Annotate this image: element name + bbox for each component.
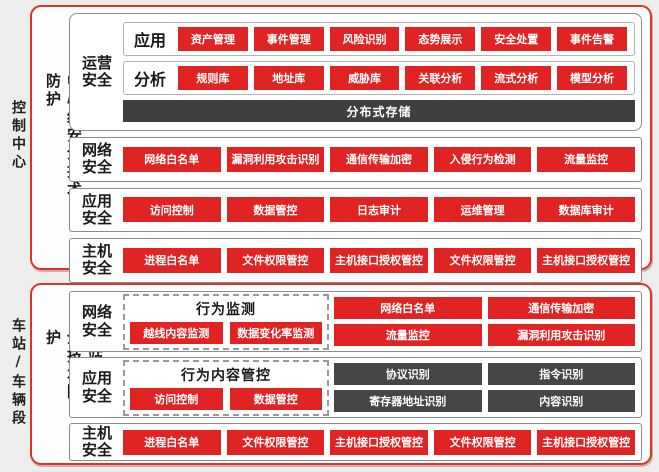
behavior-content-control-box: 行为内容管控 访问控制 数据管控 — [123, 359, 329, 416]
asset-management-block: 资产管理 — [178, 27, 248, 51]
control-center-side-label: 控制中心 — [10, 100, 26, 172]
station-network-security-group: 网络安全 行为监测 越线内容监测 数据变化率监测 网络白名单 通信传输加密 流量… — [69, 291, 642, 352]
file-permission-control-block-2: 文件权限管控 — [433, 247, 532, 273]
distributed-storage-bar: 分布式存储 — [123, 100, 635, 122]
control-center-panel: 中心级安全技术防护 运营安全 应用 资产管理 事件管理 风险识别 态势展示 安全… — [30, 5, 652, 283]
operation-rows: 应用 资产管理 事件管理 风险识别 态势展示 安全处置 事件告警 分析 规则库 … — [123, 18, 635, 126]
behavior-monitoring-title: 行为监测 — [196, 301, 256, 318]
station-application-security-group: 应用安全 行为内容管控 访问控制 数据管控 协议识别 指令识别 寄存器地址识别 … — [69, 357, 642, 418]
streaming-analysis-block: 流式分析 — [481, 66, 552, 90]
content-identification-block: 内容识别 — [487, 390, 635, 412]
correlation-analysis-block: 关联分析 — [405, 66, 476, 90]
application-security-group: 应用安全 访问控制 数据管控 日志审计 运维管理 数据库审计 — [69, 187, 642, 232]
behavior-monitoring-box: 行为监测 越线内容监测 数据变化率监测 — [123, 293, 329, 350]
station-file-permission-control-block-2: 文件权限管控 — [433, 429, 532, 455]
access-control-block: 访问控制 — [123, 197, 221, 223]
host-security-label: 主机安全 — [81, 242, 112, 278]
protocol-identification-block: 协议识别 — [334, 363, 482, 385]
analysis-row-buttons: 规则库 地址库 威胁库 关联分析 流式分析 模型分析 — [178, 66, 627, 90]
station-application-security-label: 应用安全 — [81, 369, 112, 405]
vulnerability-exploit-attack-identification-block: 漏洞利用攻击识别 — [226, 146, 325, 172]
station-network-buttons: 网络白名单 通信传输加密 流量监控 漏洞利用攻击识别 — [334, 297, 635, 346]
model-analysis-block: 模型分析 — [557, 66, 627, 90]
host-security-group: 主机安全 进程白名单 文件权限管控 主机接口授权管控 文件权限管控 主机接口授权… — [69, 238, 642, 283]
station-network-whitelist-block: 网络白名单 — [334, 297, 482, 319]
station-identification-buttons: 协议识别 指令识别 寄存器地址识别 内容识别 — [334, 363, 635, 412]
behavior-content-control-title: 行为内容管控 — [181, 367, 271, 384]
station-host-security-label: 主机安全 — [81, 423, 112, 459]
host-interface-authorization-control-block-2: 主机接口授权管控 — [537, 247, 635, 273]
host-security-buttons: 进程白名单 文件权限管控 主机接口授权管控 文件权限管控 主机接口授权管控 — [123, 247, 635, 273]
database-audit-block: 数据库审计 — [537, 197, 635, 223]
threat-library-block: 威胁库 — [329, 66, 400, 90]
process-whitelist-block: 进程白名单 — [123, 247, 221, 273]
rule-library-block: 规则库 — [178, 66, 248, 90]
register-address-identification-block: 寄存器地址识别 — [334, 390, 482, 412]
station-host-interface-authorization-control-block-2: 主机接口授权管控 — [537, 429, 635, 455]
behavior-content-control-buttons: 访问控制 数据管控 — [130, 387, 322, 410]
station-process-whitelist-block: 进程白名单 — [123, 429, 221, 455]
risk-identification-block: 风险识别 — [329, 27, 400, 51]
application-row-buttons: 资产管理 事件管理 风险识别 态势展示 安全处置 事件告警 — [178, 27, 627, 51]
control-center-content: 运营安全 应用 资产管理 事件管理 风险识别 态势展示 安全处置 事件告警 分析 — [69, 13, 642, 283]
station-host-security-group: 主机安全 进程白名单 文件权限管控 主机接口授权管控 文件权限管控 主机接口授权… — [69, 423, 642, 461]
file-permission-control-block: 文件权限管控 — [226, 247, 325, 273]
application-security-label: 应用安全 — [81, 191, 112, 227]
data-control-block: 数据管控 — [226, 197, 325, 223]
station-traffic-monitoring-block: 流量监控 — [334, 324, 482, 346]
data-change-rate-monitoring-block: 数据变化率监测 — [229, 321, 322, 344]
station-depot-content: 网络安全 行为监测 越线内容监测 数据变化率监测 网络白名单 通信传输加密 流量… — [69, 291, 642, 461]
network-whitelist-block: 网络白名单 — [123, 146, 221, 172]
station-network-security-label: 网络安全 — [81, 303, 112, 339]
operation-security-group: 运营安全 应用 资产管理 事件管理 风险识别 态势展示 安全处置 事件告警 分析 — [69, 13, 642, 131]
network-security-group: 网络安全 网络白名单 漏洞利用攻击识别 通信传输加密 入侵行为检测 流量监控 — [69, 137, 642, 182]
crossline-content-monitoring-block: 越线内容监测 — [130, 321, 223, 344]
log-audit-block: 日志审计 — [330, 197, 428, 223]
incident-management-block: 事件管理 — [253, 27, 324, 51]
station-host-interface-authorization-control-block: 主机接口授权管控 — [330, 429, 428, 455]
station-depot-side-label: 车站/车辆段 — [10, 318, 26, 428]
network-security-buttons: 网络白名单 漏洞利用攻击识别 通信传输加密 入侵行为检测 流量监控 — [123, 146, 635, 172]
operation-security-label: 运营安全 — [81, 53, 112, 89]
analysis-row: 分析 规则库 地址库 威胁库 关联分析 流式分析 模型分析 — [123, 61, 635, 95]
instruction-identification-block: 指令识别 — [487, 363, 635, 385]
station-data-control-block: 数据管控 — [229, 387, 322, 410]
operations-management-block: 运维管理 — [433, 197, 532, 223]
station-vulnerability-exploit-identification-block: 漏洞利用攻击识别 — [487, 324, 635, 346]
incident-alert-block: 事件告警 — [557, 27, 627, 51]
network-security-label: 网络安全 — [81, 141, 112, 177]
application-row-label: 应用 — [133, 31, 166, 50]
station-host-buttons: 进程白名单 文件权限管控 主机接口授权管控 文件权限管控 主机接口授权管控 — [123, 429, 635, 455]
intrusion-behavior-detection-block: 入侵行为检测 — [433, 146, 532, 172]
station-access-control-block: 访问控制 — [130, 387, 223, 410]
behavior-monitoring-buttons: 越线内容监测 数据变化率监测 — [130, 321, 322, 344]
communication-transmission-encryption-block: 通信传输加密 — [330, 146, 428, 172]
host-interface-authorization-control-block: 主机接口授权管控 — [330, 247, 428, 273]
security-disposal-block: 安全处置 — [481, 27, 552, 51]
station-file-permission-control-block: 文件权限管控 — [226, 429, 325, 455]
traffic-monitoring-block: 流量监控 — [537, 146, 635, 172]
station-communication-encryption-block: 通信传输加密 — [487, 297, 635, 319]
address-library-block: 地址库 — [253, 66, 324, 90]
situation-display-block: 态势展示 — [405, 27, 476, 51]
analysis-row-label: 分析 — [133, 70, 166, 89]
application-security-buttons: 访问控制 数据管控 日志审计 运维管理 数据库审计 — [123, 197, 635, 223]
station-depot-panel: 车站级安全技术防护 网络安全 行为监测 越线内容监测 数据变化率监测 网络白名单… — [30, 283, 652, 465]
application-row: 应用 资产管理 事件管理 风险识别 态势展示 安全处置 事件告警 — [123, 22, 635, 56]
